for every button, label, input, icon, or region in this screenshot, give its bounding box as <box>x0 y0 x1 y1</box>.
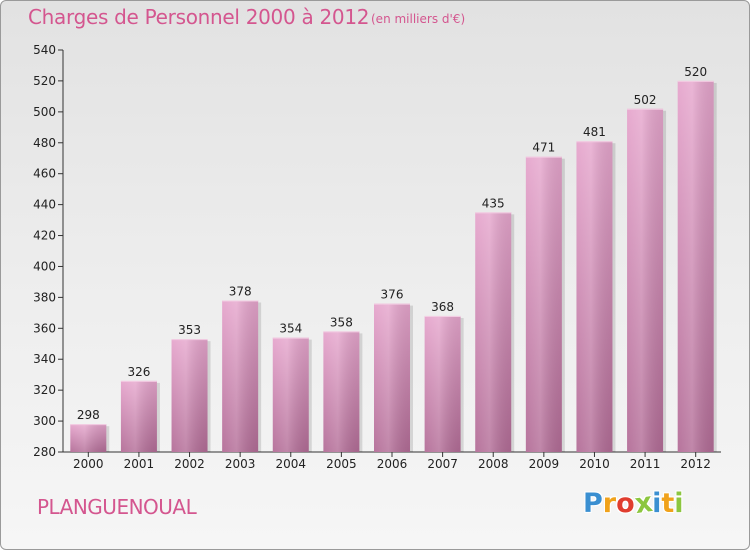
x-tick-label: 2011 <box>630 457 661 471</box>
y-tick-label: 480 <box>33 136 56 150</box>
bar-shine <box>222 300 259 452</box>
y-tick-label: 280 <box>33 445 56 459</box>
x-tick-label: 2008 <box>478 457 509 471</box>
axes: 280 300 320 340 360 380 400 420 440 460 480 500 520 5… <box>33 43 721 471</box>
y-tick-label: 460 <box>33 167 56 181</box>
logo-letter: x <box>632 486 655 521</box>
y-tick-label: 400 <box>33 259 56 273</box>
value-label: 378 <box>229 284 252 298</box>
y-tick-label: 320 <box>33 383 56 397</box>
y-tick-label: 540 <box>33 43 56 57</box>
bar-shine <box>171 339 208 452</box>
chart-title: Charges de Personnel 2000 à 2012 <box>28 5 370 29</box>
value-label: 376 <box>381 288 404 302</box>
x-tick-label: 2009 <box>529 457 560 471</box>
y-tick-label: 300 <box>33 414 56 428</box>
logo-letter: r <box>602 488 617 519</box>
value-label: 353 <box>178 323 201 337</box>
value-label: 520 <box>684 65 707 79</box>
chart-subtitle: (en milliers d'€) <box>371 12 466 26</box>
logo-letter: o <box>616 488 635 519</box>
x-tick-label: 2007 <box>427 457 458 471</box>
bar-shine <box>475 212 512 452</box>
bar-shine <box>374 303 410 452</box>
city-name: PLANGUENOUAL <box>37 495 197 519</box>
logo-letter: i <box>674 488 684 519</box>
x-tick-label: 2002 <box>174 457 205 471</box>
x-tick-label: 2003 <box>225 457 256 471</box>
logo-letter: i <box>652 488 662 519</box>
value-label: 471 <box>532 141 555 155</box>
value-label: 502 <box>634 93 657 107</box>
value-label: 368 <box>431 300 454 314</box>
y-tick-label: 500 <box>33 105 56 119</box>
x-tick-label: 2012 <box>680 457 711 471</box>
bars <box>70 80 717 452</box>
value-label: 354 <box>279 322 302 336</box>
bar-shine <box>424 315 461 452</box>
x-tick-label: 2010 <box>579 457 610 471</box>
logo-letter: t <box>661 488 675 519</box>
value-labels: 298 326 353 378 354 358 376 368 435 471 481 502 520 <box>77 65 707 422</box>
y-tick-label: 440 <box>33 198 56 212</box>
value-label: 326 <box>127 365 150 379</box>
x-tick-label: 2000 <box>73 457 104 471</box>
y-tick-label: 380 <box>33 290 56 304</box>
value-label: 481 <box>583 125 606 139</box>
x-tick-label: 2001 <box>124 457 155 471</box>
x-tick-label: 2006 <box>377 457 408 471</box>
y-tick-label: 360 <box>33 321 56 335</box>
bar-shine <box>677 80 714 452</box>
value-label: 298 <box>77 408 100 422</box>
x-tick-label: 2004 <box>275 457 306 471</box>
y-tick-label: 340 <box>33 352 56 366</box>
bar-shine <box>70 424 107 452</box>
y-tick-label: 420 <box>33 229 56 243</box>
value-label: 358 <box>330 315 353 329</box>
x-tick-label: 2005 <box>326 457 357 471</box>
value-label: 435 <box>482 196 505 210</box>
logo-letter: P <box>583 488 603 519</box>
bar-shine <box>323 331 360 452</box>
bar-shine <box>120 380 157 452</box>
proxiti-logo: Proxiti <box>583 486 684 521</box>
bar-shine <box>272 337 309 452</box>
y-tick-label: 520 <box>33 74 56 88</box>
bar-shine <box>627 108 664 452</box>
bar-shine <box>576 141 613 452</box>
bar-shine <box>525 156 562 452</box>
